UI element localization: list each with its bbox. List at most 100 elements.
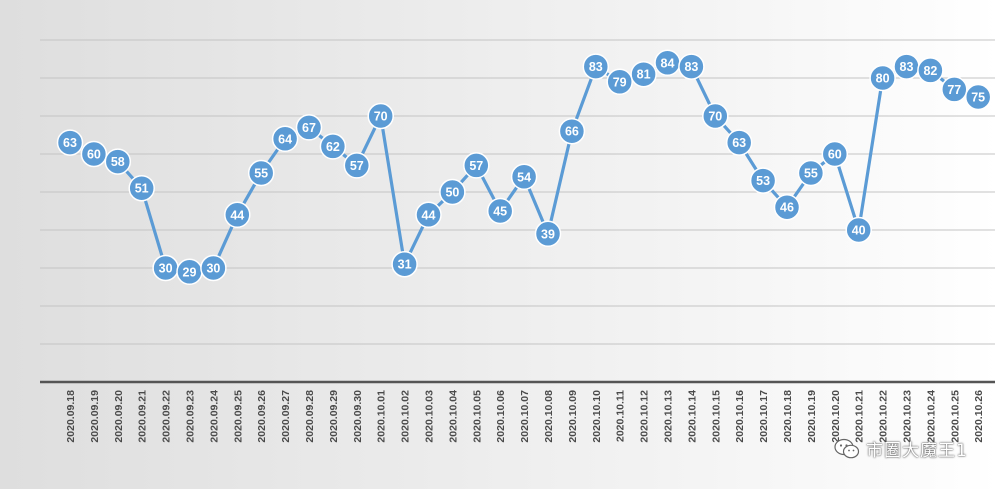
x-tick-label: 2020.09.30 bbox=[352, 390, 364, 443]
x-tick-label: 2020.10.16 bbox=[734, 390, 746, 443]
data-label: 60 bbox=[828, 148, 842, 162]
data-point bbox=[200, 254, 227, 282]
data-label: 62 bbox=[326, 140, 340, 154]
wechat-icon bbox=[834, 438, 860, 458]
data-point bbox=[534, 220, 562, 248]
x-tick-label: 2020.10.03 bbox=[424, 390, 436, 443]
data-point bbox=[702, 102, 729, 130]
x-tick-label: 2020.10.21 bbox=[854, 390, 866, 443]
data-label: 57 bbox=[350, 159, 364, 173]
x-tick-label: 2020.09.29 bbox=[328, 390, 340, 443]
x-tick-label: 2020.10.04 bbox=[447, 390, 459, 443]
x-tick-label: 2020.10.26 bbox=[973, 390, 985, 443]
x-tick-label: 2020.09.27 bbox=[280, 390, 292, 443]
data-point bbox=[247, 159, 275, 187]
x-tick-label: 2020.10.22 bbox=[878, 390, 890, 443]
data-label: 30 bbox=[159, 262, 173, 276]
x-tick-label: 2020.09.25 bbox=[232, 390, 244, 443]
x-tick-label: 2020.09.24 bbox=[208, 390, 220, 443]
x-tick-label: 2020.10.20 bbox=[830, 390, 842, 443]
data-point bbox=[941, 76, 968, 103]
data-label: 70 bbox=[374, 110, 388, 124]
x-tick-label: 2020.10.17 bbox=[758, 390, 770, 443]
data-point bbox=[319, 133, 347, 160]
data-point bbox=[391, 250, 418, 278]
data-label: 51 bbox=[135, 182, 149, 196]
x-tick-label: 2020.10.18 bbox=[782, 390, 794, 443]
data-point bbox=[343, 152, 371, 179]
x-tick-label: 2020.10.05 bbox=[471, 390, 483, 443]
x-tick-label: 2020.09.19 bbox=[89, 390, 101, 443]
watermark: 市圈大魔王1 bbox=[834, 436, 968, 461]
data-point bbox=[869, 64, 896, 92]
data-point bbox=[582, 53, 610, 80]
data-label: 45 bbox=[493, 205, 507, 219]
x-tick-label: 2020.09.20 bbox=[113, 390, 125, 443]
data-points: 63 60 58 51 30 29 30 44 55 64 67 62 57 70 31 44 50 57 45 54… bbox=[56, 49, 992, 286]
data-point bbox=[463, 152, 490, 179]
x-tick-label: 2020.10.06 bbox=[495, 390, 507, 443]
x-tick-label: 2020.09.21 bbox=[137, 390, 149, 443]
x-tick-label: 2020.10.25 bbox=[949, 390, 961, 443]
x-tick-label: 2020.10.09 bbox=[567, 390, 579, 443]
x-tick-label: 2020.10.12 bbox=[639, 390, 651, 443]
data-point bbox=[678, 53, 705, 80]
data-label: 77 bbox=[947, 83, 961, 97]
data-label: 82 bbox=[923, 64, 937, 78]
data-label: 63 bbox=[732, 136, 746, 150]
data-label: 67 bbox=[302, 121, 316, 135]
x-tick-label: 2020.10.15 bbox=[710, 390, 722, 443]
x-tick-label: 2020.09.22 bbox=[161, 390, 173, 443]
x-tick-label: 2020.10.24 bbox=[925, 390, 937, 443]
data-point bbox=[510, 163, 538, 191]
data-point bbox=[367, 102, 394, 130]
x-tick-label: 2020.10.23 bbox=[902, 390, 914, 443]
data-point bbox=[104, 148, 132, 175]
data-label: 70 bbox=[708, 110, 722, 124]
data-label: 83 bbox=[900, 60, 914, 74]
x-tick-label: 2020.10.11 bbox=[615, 390, 627, 442]
watermark-text: 市圈大魔王1 bbox=[866, 441, 968, 461]
data-point bbox=[773, 193, 801, 221]
data-point bbox=[295, 114, 323, 141]
x-tick-label: 2020.09.28 bbox=[304, 390, 316, 443]
data-point bbox=[797, 159, 825, 187]
data-label: 55 bbox=[254, 167, 268, 181]
data-label: 44 bbox=[422, 208, 436, 222]
data-label: 83 bbox=[589, 60, 603, 74]
data-label: 39 bbox=[541, 227, 555, 241]
data-point bbox=[415, 201, 442, 229]
data-point bbox=[749, 167, 777, 194]
data-label: 57 bbox=[469, 159, 483, 173]
x-tick-label: 2020.10.01 bbox=[376, 390, 388, 443]
data-point bbox=[486, 197, 514, 225]
data-label: 46 bbox=[780, 201, 794, 215]
data-label: 75 bbox=[971, 91, 985, 105]
x-tick-label: 2020.10.08 bbox=[543, 390, 555, 443]
data-point bbox=[630, 60, 657, 88]
data-point bbox=[821, 140, 849, 168]
data-label: 83 bbox=[684, 60, 698, 74]
data-label: 81 bbox=[637, 68, 651, 82]
data-label: 54 bbox=[517, 170, 531, 184]
x-tick-label: 2020.10.19 bbox=[806, 390, 818, 443]
data-point bbox=[80, 140, 108, 168]
x-tick-label: 2020.10.10 bbox=[591, 390, 603, 443]
data-label: 64 bbox=[278, 132, 292, 146]
x-tick-label: 2020.09.18 bbox=[65, 390, 77, 443]
x-tick-label: 2020.09.26 bbox=[256, 390, 268, 443]
x-tick-labels: 2020.09.18 2020.09.19 2020.09.20 2020.09.21… bbox=[65, 390, 985, 443]
data-label: 79 bbox=[613, 75, 627, 89]
data-point bbox=[558, 117, 586, 145]
data-label: 63 bbox=[63, 136, 77, 150]
data-label: 55 bbox=[804, 167, 818, 181]
data-label: 53 bbox=[756, 174, 770, 188]
data-label: 66 bbox=[565, 125, 579, 139]
data-label: 84 bbox=[661, 56, 675, 70]
x-tick-label: 2020.10.07 bbox=[519, 390, 531, 443]
data-point bbox=[964, 83, 992, 111]
data-point bbox=[128, 174, 155, 202]
data-point bbox=[56, 129, 84, 156]
